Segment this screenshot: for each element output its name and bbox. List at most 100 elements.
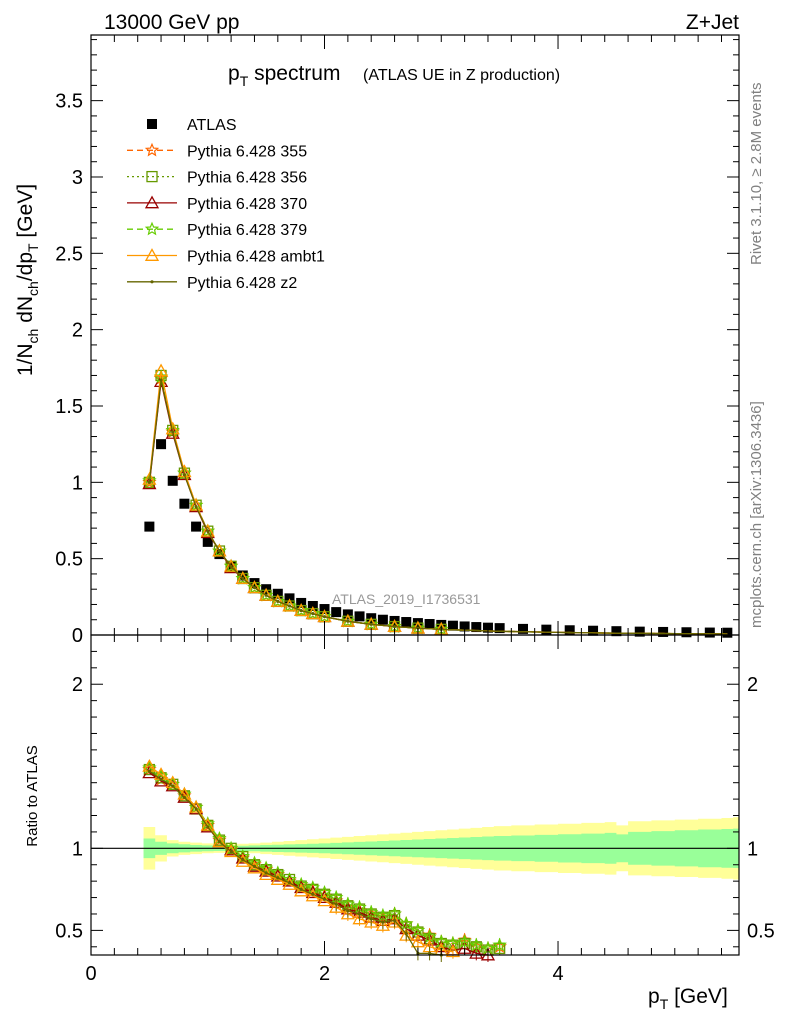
main-data-point	[247, 580, 262, 594]
ratio-data-point	[381, 920, 385, 924]
ratio-data-point	[224, 844, 239, 858]
ratio-data-point	[200, 818, 215, 831]
main-y-tick-label: 1.5	[55, 396, 83, 418]
legend-marker	[144, 248, 160, 261]
main-y-tick-label: 0	[72, 625, 83, 647]
x-tick-label: 0	[85, 963, 96, 985]
ratio-data-point	[258, 860, 274, 875]
main-data-point	[377, 614, 388, 625]
side-text-rivet: Rivet 3.1.10, ≥ 2.8M events	[748, 83, 765, 266]
legend-label: Pythia 6.428 370	[187, 196, 307, 213]
ratio-series-line	[149, 765, 453, 953]
x-axis-label: pT [GeV]	[648, 985, 728, 1012]
legend-marker	[144, 195, 160, 209]
main-data-point	[206, 529, 210, 533]
main-data-point	[194, 505, 198, 509]
ratio-data-point	[375, 918, 390, 931]
y-axis-label-bottom: Ratio to ATLAS	[24, 745, 41, 846]
main-y-tick-label: 0.5	[55, 549, 83, 571]
main-data-point	[156, 439, 167, 450]
ratio-data-point	[194, 807, 198, 811]
legend-item: Pythia 6.428 z2	[127, 275, 297, 292]
legend-label: Pythia 6.428 355	[187, 143, 307, 160]
main-y-tick-label: 2.5	[55, 243, 83, 265]
legend-marker	[144, 142, 160, 157]
main-series-line	[148, 379, 728, 635]
legend-item: ATLAS	[147, 117, 237, 134]
main-data-point	[188, 497, 204, 511]
main-series-6	[147, 378, 728, 635]
main-data-point	[319, 604, 330, 615]
main-data-point	[200, 523, 216, 538]
legend-label: Pythia 6.428 z2	[187, 275, 297, 292]
main-data-point	[217, 549, 222, 553]
ratio-data-point	[369, 917, 373, 921]
main-data-point	[471, 622, 482, 633]
main-data-point	[722, 627, 733, 638]
main-data-point	[153, 363, 169, 377]
x-tick-label: 2	[319, 963, 330, 985]
main-data-point	[564, 625, 575, 636]
main-data-point	[369, 622, 373, 626]
main-data-point	[307, 600, 318, 611]
ratio-data-point	[212, 834, 227, 848]
ratio-data-point	[229, 850, 233, 854]
ratio-data-point	[264, 871, 268, 875]
analysis-watermark: ATLAS_2019_I1736531	[332, 591, 481, 607]
side-text-mcplots: mcplots.cern.ch [arXiv:1306.3436]	[748, 401, 765, 628]
main-data-point	[482, 622, 493, 633]
main-data-point	[340, 613, 356, 628]
main-data-point	[518, 623, 528, 634]
ratio-panel-series	[142, 758, 507, 962]
header-right: Z+Jet	[686, 11, 739, 34]
main-data-point	[179, 498, 190, 509]
main-data-point	[212, 543, 227, 558]
main-data-point	[299, 608, 303, 613]
main-data-point	[235, 571, 250, 584]
ratio-data-point	[294, 876, 309, 891]
main-data-point	[167, 475, 178, 486]
ratio-data-point	[364, 914, 379, 928]
ratio-series-line	[149, 770, 442, 956]
main-data-point	[541, 624, 552, 635]
ratio-data-point	[287, 881, 292, 885]
ratio-data-point	[217, 840, 222, 844]
main-data-point	[224, 558, 239, 572]
main-data-point	[202, 536, 213, 547]
legend-marker	[150, 280, 154, 284]
ratio-y-tick-label-left: 2	[72, 674, 83, 696]
legend-label: ATLAS	[187, 117, 237, 134]
main-data-point	[317, 609, 332, 623]
ratio-data-point	[357, 912, 362, 916]
main-data-point	[229, 564, 233, 568]
legend-label: Pythia 6.428 356	[187, 170, 307, 187]
main-data-point	[588, 625, 599, 636]
main-y-tick-label: 2	[72, 320, 83, 342]
ratio-data-point	[206, 825, 210, 829]
main-data-point	[287, 604, 292, 608]
main-data-point	[237, 570, 248, 581]
chart-subtitle: (ATLAS UE in Z production)	[363, 67, 560, 84]
main-panel-series	[142, 363, 733, 638]
ratio-panel-frame	[90, 634, 740, 956]
ratio-data-point	[159, 777, 163, 782]
legend-item: Pythia 6.428 370	[127, 195, 307, 213]
main-data-point	[354, 611, 365, 622]
ratio-data-point	[410, 922, 426, 937]
legend-label: Pythia 6.428 379	[187, 222, 307, 239]
main-data-point	[331, 607, 342, 618]
main-data-point	[681, 627, 692, 638]
main-y-tick-label: 3	[72, 167, 83, 189]
main-data-point	[704, 627, 715, 638]
main-data-point	[259, 587, 274, 601]
ratio-data-point	[340, 906, 355, 920]
main-data-point	[272, 588, 283, 599]
main-data-point	[296, 597, 307, 608]
ratio-series-line	[149, 767, 500, 950]
ratio-y-tick-label-right: 0.5	[747, 920, 775, 942]
legend-item: Pythia 6.428 355	[127, 142, 307, 160]
main-data-point	[346, 619, 350, 623]
ratio-data-point	[252, 864, 257, 868]
legend-item: Pythia 6.428 356	[127, 170, 307, 187]
main-data-point	[634, 626, 645, 637]
